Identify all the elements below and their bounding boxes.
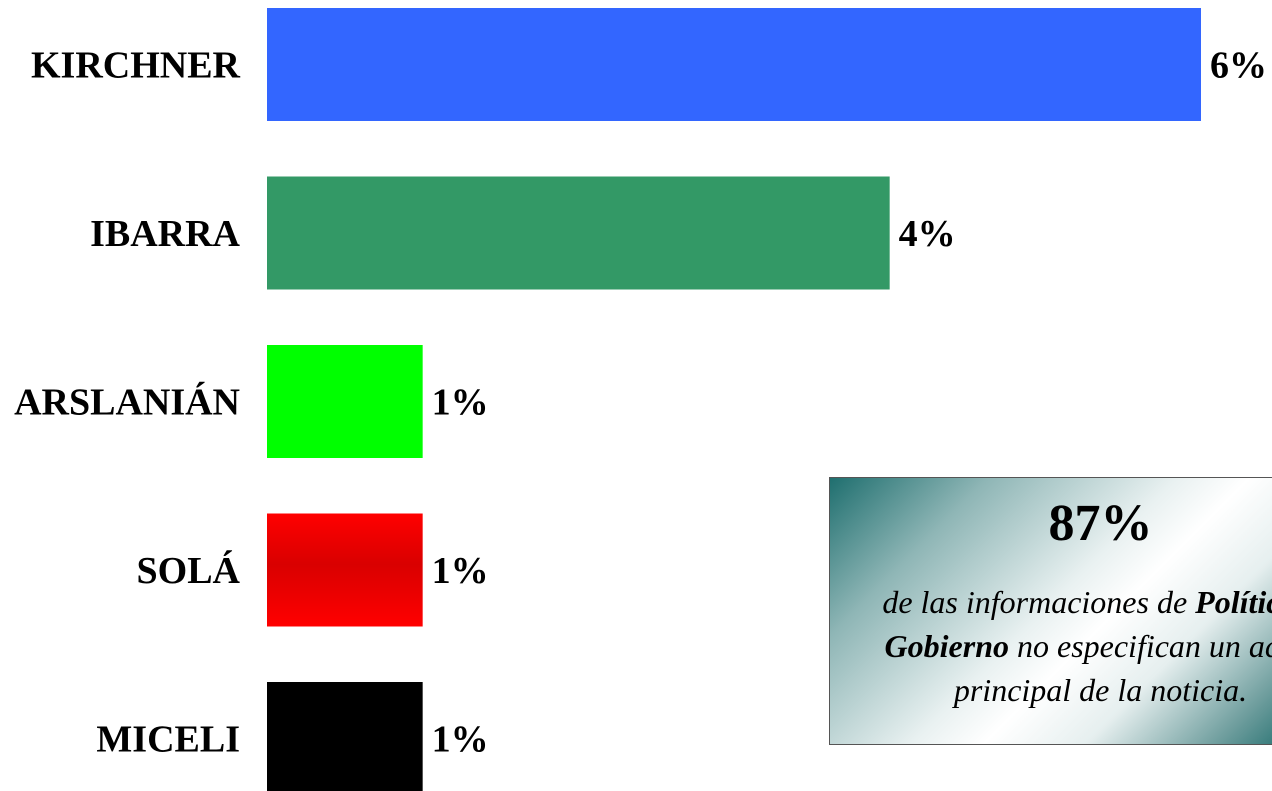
category-label-miceli: MICELI: [96, 719, 240, 761]
bar-arslanian: [267, 345, 423, 458]
chart-marks: KIRCHNER 6% IBARRA 4% ARSLANIÁN 1% SOLÁ 1% MICEL…: [14, 8, 1267, 791]
value-label-sola: 1%: [432, 550, 489, 592]
value-label-ibarra: 4%: [899, 213, 956, 255]
callout-percentage: 87%: [1048, 495, 1153, 552]
callout-line-2-bold: Gobierno: [884, 628, 1009, 664]
bar-miceli: [267, 682, 423, 791]
summary-callout: 87% de las informaciones de Política y G…: [829, 477, 1272, 745]
callout-line-2-text: no especifican un actor: [1016, 628, 1272, 664]
callout-description: de las informaciones de Política y Gobie…: [830, 580, 1272, 712]
callout-line-3: principal de la noticia.: [953, 672, 1248, 708]
category-label-ibarra: IBARRA: [90, 213, 240, 255]
bar-ibarra: [267, 176, 890, 290]
category-label-kirchner: KIRCHNER: [31, 45, 241, 87]
value-label-arslanian: 1%: [432, 382, 489, 424]
value-label-miceli: 1%: [432, 719, 489, 761]
callout-line-1-bold: Política y: [1195, 584, 1272, 620]
value-label-kirchner: 6%: [1210, 45, 1267, 87]
bar-sola: [267, 513, 423, 627]
bar-kirchner: [267, 8, 1201, 121]
callout-line-1: de las informaciones de Política y: [830, 580, 1272, 624]
category-label-arslanian: ARSLANIÁN: [14, 382, 240, 424]
callout-line-1-text: de las informaciones de: [882, 584, 1196, 620]
category-label-sola: SOLÁ: [137, 550, 241, 592]
callout-line-2: Gobierno no especifican un actor: [830, 624, 1272, 668]
